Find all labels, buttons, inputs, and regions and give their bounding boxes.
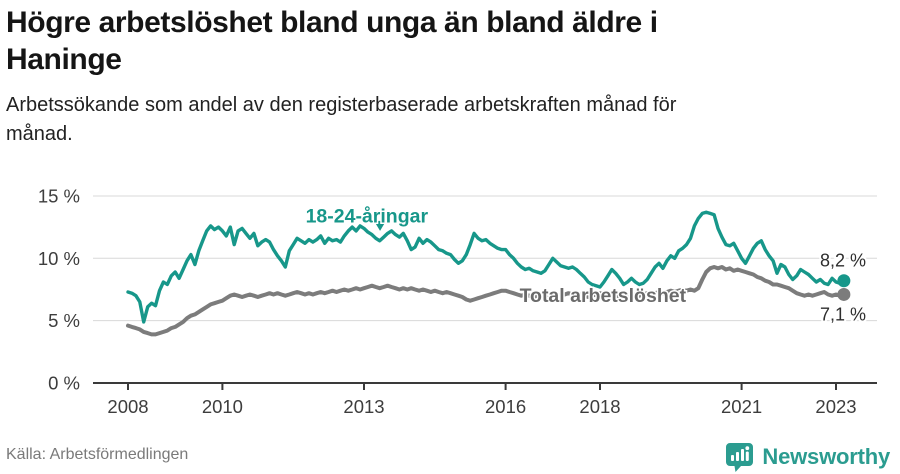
x-tick-label: 2010 [202,396,243,417]
x-tick-label: 2021 [721,396,762,417]
series-end-dot [837,274,851,288]
brand-logo: Newsworthy [725,442,890,472]
title-line-2: Haninge [6,43,122,76]
x-tick-label: 2008 [107,396,148,417]
series-end-value-label: 7,1 % [820,304,866,324]
subtitle-line-1: Arbetssökande som andel av den registerb… [6,94,677,116]
line-chart: 0 % 5 % 10 % 15 % 2008 2010 2013 2016 2018 2021 20… [38,185,877,417]
subtitle-line-2: månad. [6,123,73,145]
series-end-value-label: 8,2 % [820,251,866,271]
mini-bar-chart [731,446,750,461]
x-tick-label: 2013 [343,396,384,417]
y-tick-label: 15 % [38,185,80,206]
chart-subtitle: Arbetssökande som andel av den registerb… [6,91,894,149]
exclamation-dot [745,446,750,451]
page-title: Högre arbetslöshet bland unga än bland ä… [6,4,894,78]
x-tick-label: 2018 [579,396,620,417]
chart-area: 0 % 5 % 10 % 15 % 2008 2010 2013 2016 2018 2021 20… [0,165,900,425]
series-name-label: 18-24-åringar [306,204,429,227]
y-tick-label: 0 % [48,373,80,394]
series-label-pointer-icon [374,220,387,231]
series-line-youth [126,210,846,324]
y-tick-label: 10 % [38,248,80,269]
series-name-label: Total arbetslöshet [520,285,687,307]
y-tick-label: 5 % [48,310,80,331]
series-end-dot [837,287,851,301]
exclamation-stem [746,451,750,461]
brand-name: Newsworthy [762,444,890,469]
newsworthy-speech-bubble-bar-chart-icon [726,443,754,472]
source-note: Källa: Arbetsförmedlingen [6,446,189,463]
speech-bubble-shape [726,443,754,472]
x-tick-label: 2023 [815,396,856,417]
x-tick-label: 2016 [485,396,526,417]
title-line-1: Högre arbetslöshet bland unga än bland ä… [6,6,658,39]
series-line-total [126,265,846,337]
